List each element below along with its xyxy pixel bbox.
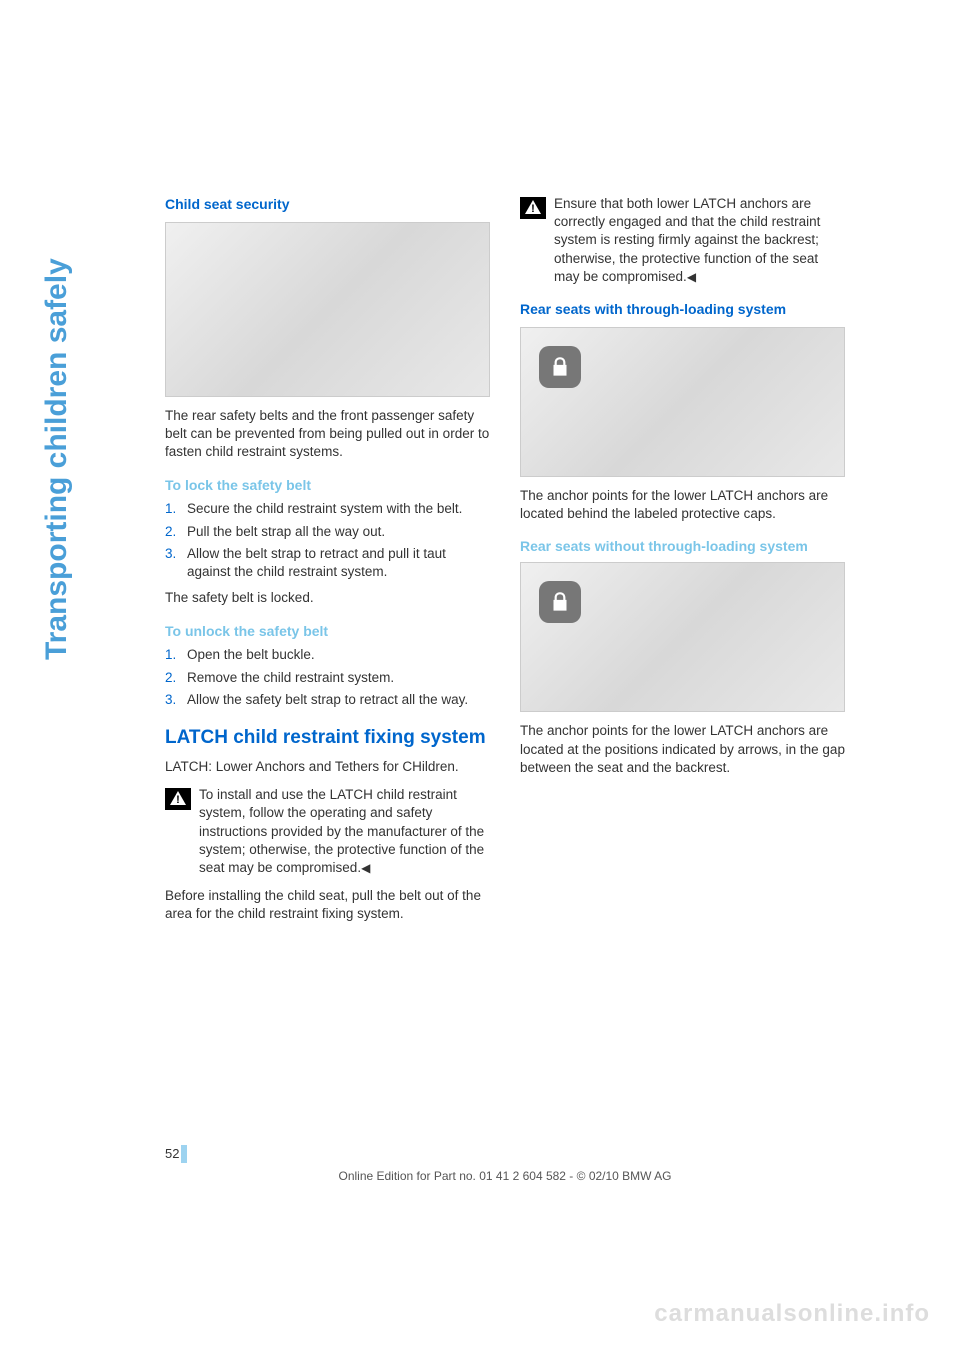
end-mark-icon: ◀: [687, 269, 696, 285]
page-number-bar: [181, 1145, 187, 1163]
step-text: Open the belt buckle.: [187, 646, 490, 664]
page-number-wrap: 52: [165, 1145, 845, 1163]
figure-child-seat: [165, 222, 490, 397]
step-text: Pull the belt strap all the way out.: [187, 523, 490, 541]
step-text: Secure the child restraint system with t…: [187, 500, 490, 518]
step-number: 2.: [165, 523, 187, 541]
heading-latch-system: LATCH child restraint fixing system: [165, 727, 490, 750]
paragraph: The rear safety belts and the front pass…: [165, 407, 490, 462]
figure-rear-seats-through: [520, 327, 845, 477]
step-number: 2.: [165, 669, 187, 687]
list-item: 1.Open the belt buckle.: [165, 646, 490, 664]
warning-icon: [165, 788, 191, 810]
latch-cap-icon: [539, 346, 581, 388]
left-column: Child seat security The rear safety belt…: [165, 195, 490, 934]
footer-text: Online Edition for Part no. 01 41 2 604 …: [165, 1169, 845, 1183]
list-item: 3.Allow the belt strap to retract and pu…: [165, 545, 490, 581]
paragraph: The anchor points for the lower LATCH an…: [520, 722, 845, 777]
list-item: 2.Remove the child restraint system.: [165, 669, 490, 687]
right-column: Ensure that both lower LATCH anchors are…: [520, 195, 845, 934]
unlock-steps-list: 1.Open the belt buckle. 2.Remove the chi…: [165, 646, 490, 709]
list-item: 2.Pull the belt strap all the way out.: [165, 523, 490, 541]
warning-icon: [520, 197, 546, 219]
step-text: Remove the child restraint system.: [187, 669, 490, 687]
step-text: Allow the safety belt strap to retract a…: [187, 691, 490, 709]
manual-page: Transporting children safely Child seat …: [0, 0, 960, 1358]
paragraph: The anchor points for the lower LATCH an…: [520, 487, 845, 523]
list-item: 1.Secure the child restraint system with…: [165, 500, 490, 518]
warning-box: Ensure that both lower LATCH anchors are…: [520, 195, 845, 286]
paragraph: The safety belt is locked.: [165, 589, 490, 607]
page-number: 52: [165, 1146, 179, 1161]
content-columns: Child seat security The rear safety belt…: [165, 195, 845, 934]
step-number: 3.: [165, 691, 187, 709]
side-title: Transporting children safely: [40, 258, 74, 660]
latch-cap-icon: [539, 581, 581, 623]
watermark-text: carmanualsonline.info: [654, 1300, 930, 1328]
heading-rear-seats-through: Rear seats with through-loading system: [520, 300, 845, 319]
figure-rear-seats-without: [520, 562, 845, 712]
heading-rear-seats-without: Rear seats without through-loading syste…: [520, 537, 845, 556]
warning-box: To install and use the LATCH child restr…: [165, 786, 490, 877]
step-number: 1.: [165, 500, 187, 518]
heading-child-seat-security: Child seat security: [165, 195, 490, 214]
heading-unlock-belt: To unlock the safety belt: [165, 622, 490, 641]
warning-text: Ensure that both lower LATCH anchors are…: [554, 195, 845, 286]
warning-text: To install and use the LATCH child restr…: [199, 786, 490, 877]
paragraph: Before installing the child seat, pull t…: [165, 887, 490, 923]
step-number: 3.: [165, 545, 187, 581]
step-text: Allow the belt strap to retract and pull…: [187, 545, 490, 581]
paragraph: LATCH: Lower Anchors and Tethers for CHi…: [165, 758, 490, 776]
step-number: 1.: [165, 646, 187, 664]
lock-steps-list: 1.Secure the child restraint system with…: [165, 500, 490, 581]
end-mark-icon: ◀: [361, 860, 370, 876]
heading-lock-belt: To lock the safety belt: [165, 476, 490, 495]
list-item: 3.Allow the safety belt strap to retract…: [165, 691, 490, 709]
